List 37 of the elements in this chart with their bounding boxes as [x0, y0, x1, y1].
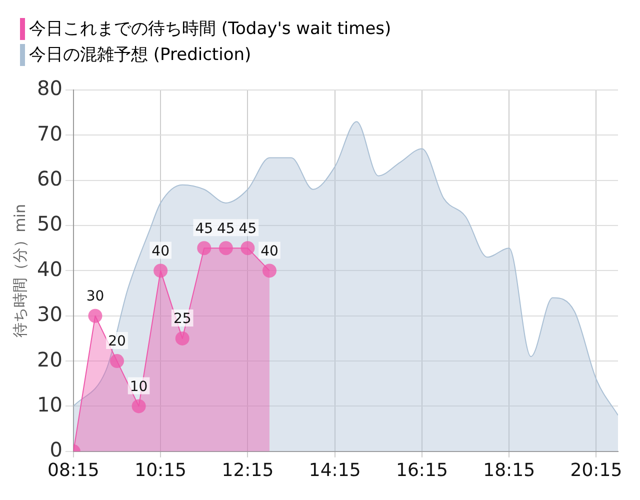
x-tick-label: 16:15: [396, 460, 448, 481]
x-tick-label: 14:15: [308, 460, 361, 481]
x-tick-label: 10:15: [134, 460, 187, 481]
data-label: 45: [238, 220, 257, 237]
y-tick-label: 40: [36, 256, 62, 281]
data-label: 45: [195, 220, 214, 237]
point: [132, 399, 146, 414]
data-label: 20: [108, 334, 126, 350]
data-label: 30: [86, 288, 104, 305]
y-tick-label: 70: [36, 121, 62, 146]
y-tick-label: 60: [36, 166, 62, 191]
data-label: 40: [152, 243, 170, 260]
legend-label: 今日これまでの待ち時間 (Today's wait times): [29, 18, 392, 40]
y-tick-label: 20: [36, 347, 62, 372]
x-tick-label: 12:15: [222, 460, 274, 481]
x-tick-label: 08:15: [48, 460, 100, 481]
y-tick-label: 50: [36, 212, 62, 236]
point: [240, 241, 255, 256]
y-tick-label: 30: [36, 302, 62, 326]
point: [218, 241, 233, 256]
data-label: 25: [173, 311, 192, 328]
point: [175, 331, 190, 346]
data-label: 10: [130, 378, 148, 395]
legend-label: 今日の混雑予想 (Prediction): [29, 44, 252, 66]
x-tick-label: 20:15: [570, 460, 622, 481]
y-axis-title: 待ち時間（分）min: [10, 204, 29, 338]
x-tick-label: 18:15: [483, 460, 536, 481]
y-tick-label: 10: [36, 392, 62, 416]
point: [154, 264, 168, 278]
data-label: 40: [260, 243, 278, 260]
point: [197, 241, 212, 256]
point: [262, 264, 276, 278]
y-tick-label: 0: [50, 438, 62, 462]
point: [110, 354, 124, 368]
data-label: 45: [217, 220, 235, 237]
point: [88, 308, 102, 323]
y-tick-label: 80: [36, 76, 62, 100]
